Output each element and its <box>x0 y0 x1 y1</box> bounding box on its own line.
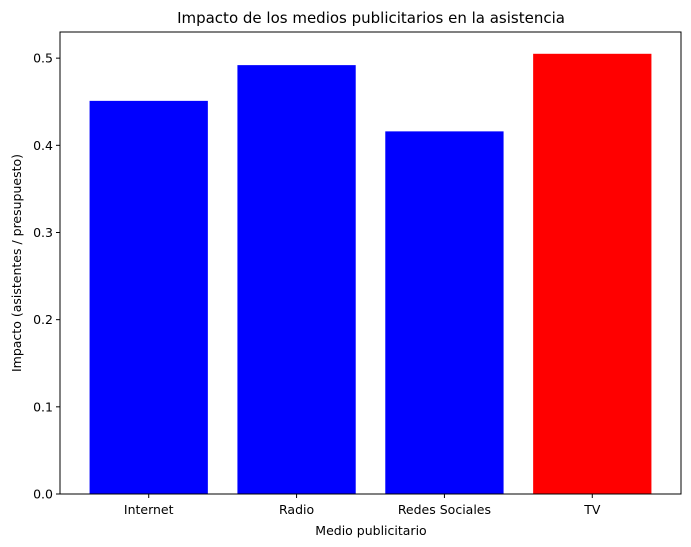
y-tick-label: 0.5 <box>33 51 53 66</box>
x-tick-label: Radio <box>279 502 314 517</box>
y-tick-label: 0.1 <box>33 399 53 414</box>
chart-title: Impacto de los medios publicitarios en l… <box>177 9 565 27</box>
y-axis: 0.0 0.1 0.2 0.3 0.4 0.5 <box>33 51 60 502</box>
y-tick-label: 0.4 <box>33 138 53 153</box>
plot-frame <box>59 31 682 495</box>
bar-internet <box>89 100 208 495</box>
x-tick-label: Redes Sociales <box>398 502 491 517</box>
x-tick-label: Internet <box>124 502 174 517</box>
y-tick-label: 0.3 <box>33 225 53 240</box>
bar-radio <box>237 65 356 495</box>
y-axis-label: Impacto (asistentes / presupuesto) <box>9 154 24 372</box>
x-axis-label: Medio publicitario <box>315 523 426 538</box>
y-tick-label: 0.0 <box>33 487 53 502</box>
bar-redes-sociales <box>385 131 504 494</box>
bars-group <box>89 53 652 495</box>
x-axis: Internet Radio Redes Sociales TV <box>124 494 601 517</box>
bar-tv <box>533 53 652 495</box>
x-tick-label: TV <box>583 502 601 517</box>
y-tick-label: 0.2 <box>33 312 53 327</box>
